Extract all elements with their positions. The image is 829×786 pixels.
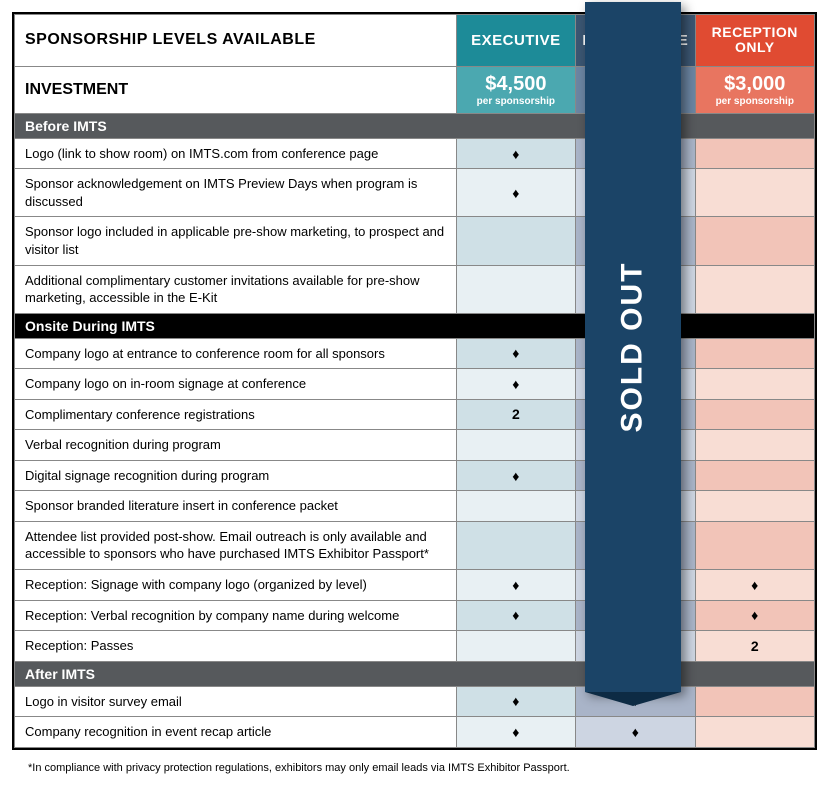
table-row: Sponsor logo included in applicable pre-… <box>15 217 815 265</box>
cell-value: ♦ <box>456 369 575 400</box>
cell-value: ♦ <box>576 717 695 748</box>
section-title: After IMTS <box>15 661 815 686</box>
row-desc: Sponsor acknowledgement on IMTS Preview … <box>15 169 457 217</box>
price-value: $4,500 <box>461 73 571 96</box>
row-desc: Reception: Passes <box>15 631 457 662</box>
cell-value <box>695 169 814 217</box>
table-row: Digital signage recognition during progr… <box>15 460 815 491</box>
cell-value <box>695 430 814 461</box>
row-desc: Reception: Verbal recognition by company… <box>15 600 457 631</box>
cell-value <box>695 521 814 569</box>
table-row: Sponsor acknowledgement on IMTS Preview … <box>15 169 815 217</box>
row-desc: Logo in visitor survey email <box>15 686 457 717</box>
cell-value <box>456 491 575 522</box>
investment-label: INVESTMENT <box>15 66 457 113</box>
table-body: Before IMTSLogo (link to show room) on I… <box>15 113 815 747</box>
sold-out-ribbon: SOLD OUT <box>585 2 681 692</box>
sponsorship-table-wrap: SPONSORSHIP LEVELS AVAILABLE EXECUTIVE E… <box>12 12 817 750</box>
cell-value: ♦ <box>695 600 814 631</box>
cell-value <box>456 217 575 265</box>
table-row: Sponsor branded literature insert in con… <box>15 491 815 522</box>
table-row: Reception: Passes 2 <box>15 631 815 662</box>
table-row: Verbal recognition during program♦ <box>15 430 815 461</box>
price-per: per sponsorship <box>461 96 571 107</box>
table-row: Company logo on in-room signage at confe… <box>15 369 815 400</box>
cell-value: ♦ <box>456 169 575 217</box>
row-desc: Attendee list provided post-show. Email … <box>15 521 457 569</box>
price-executive: $4,500 per sponsorship <box>456 66 575 113</box>
row-desc: Reception: Signage with company logo (or… <box>15 569 457 600</box>
row-desc: Company recognition in event recap artic… <box>15 717 457 748</box>
section-header: After IMTS <box>15 661 815 686</box>
section-title: Before IMTS <box>15 113 815 138</box>
header-row: SPONSORSHIP LEVELS AVAILABLE EXECUTIVE E… <box>15 15 815 67</box>
row-desc: Sponsor branded literature insert in con… <box>15 491 457 522</box>
tier-name-reception: RECEPTION ONLY <box>695 15 814 67</box>
cell-value: ♦ <box>456 569 575 600</box>
price-per: per sponsorship <box>700 96 810 107</box>
row-desc: Company logo at entrance to conference r… <box>15 338 457 369</box>
cell-value: ♦ <box>456 686 575 717</box>
table-row: Logo in visitor survey email♦♦ <box>15 686 815 717</box>
table-row: Logo (link to show room) on IMTS.com fro… <box>15 138 815 169</box>
cell-value <box>695 717 814 748</box>
table-row: Reception: Verbal recognition by company… <box>15 600 815 631</box>
table-row: Complimentary conference registrations24 <box>15 399 815 430</box>
cell-value <box>695 369 814 400</box>
row-desc: Logo (link to show room) on IMTS.com fro… <box>15 138 457 169</box>
cell-value: ♦ <box>695 569 814 600</box>
row-desc: Verbal recognition during program <box>15 430 457 461</box>
cell-value: ♦ <box>456 600 575 631</box>
cell-value <box>456 430 575 461</box>
footnote: *In compliance with privacy protection r… <box>12 750 817 774</box>
section-header: Before IMTS <box>15 113 815 138</box>
row-desc: Complimentary conference registrations <box>15 399 457 430</box>
section-title: Onsite During IMTS <box>15 313 815 338</box>
cell-value <box>695 338 814 369</box>
row-desc: Company logo on in-room signage at confe… <box>15 369 457 400</box>
tier-name-executive: EXECUTIVE <box>456 15 575 67</box>
cell-value <box>695 217 814 265</box>
row-desc: Additional complimentary customer invita… <box>15 265 457 313</box>
cell-value <box>695 491 814 522</box>
row-desc: Sponsor logo included in applicable pre-… <box>15 217 457 265</box>
cell-value <box>695 265 814 313</box>
section-header: Onsite During IMTS <box>15 313 815 338</box>
cell-value: ♦ <box>456 717 575 748</box>
cell-value <box>695 460 814 491</box>
price-reception: $3,000 per sponsorship <box>695 66 814 113</box>
cell-value <box>456 521 575 569</box>
row-desc: Digital signage recognition during progr… <box>15 460 457 491</box>
sponsorship-table: SPONSORSHIP LEVELS AVAILABLE EXECUTIVE E… <box>14 14 815 748</box>
cell-value <box>695 399 814 430</box>
cell-value <box>456 265 575 313</box>
cell-value <box>456 631 575 662</box>
table-row: Company logo at entrance to conference r… <box>15 338 815 369</box>
price-value: $3,000 <box>700 73 810 96</box>
cell-value: ♦ <box>456 338 575 369</box>
table-row: Reception: Signage with company logo (or… <box>15 569 815 600</box>
cell-value: 2 <box>695 631 814 662</box>
cell-value <box>695 138 814 169</box>
table-row: Company recognition in event recap artic… <box>15 717 815 748</box>
table-row: Attendee list provided post-show. Email … <box>15 521 815 569</box>
sold-out-text: SOLD OUT <box>616 262 650 433</box>
investment-row: INVESTMENT $4,500 per sponsorship $8,500… <box>15 66 815 113</box>
cell-value: 2 <box>456 399 575 430</box>
cell-value <box>695 686 814 717</box>
table-row: Additional complimentary customer invita… <box>15 265 815 313</box>
table-title: SPONSORSHIP LEVELS AVAILABLE <box>15 15 457 67</box>
cell-value: ♦ <box>456 460 575 491</box>
cell-value: ♦ <box>456 138 575 169</box>
